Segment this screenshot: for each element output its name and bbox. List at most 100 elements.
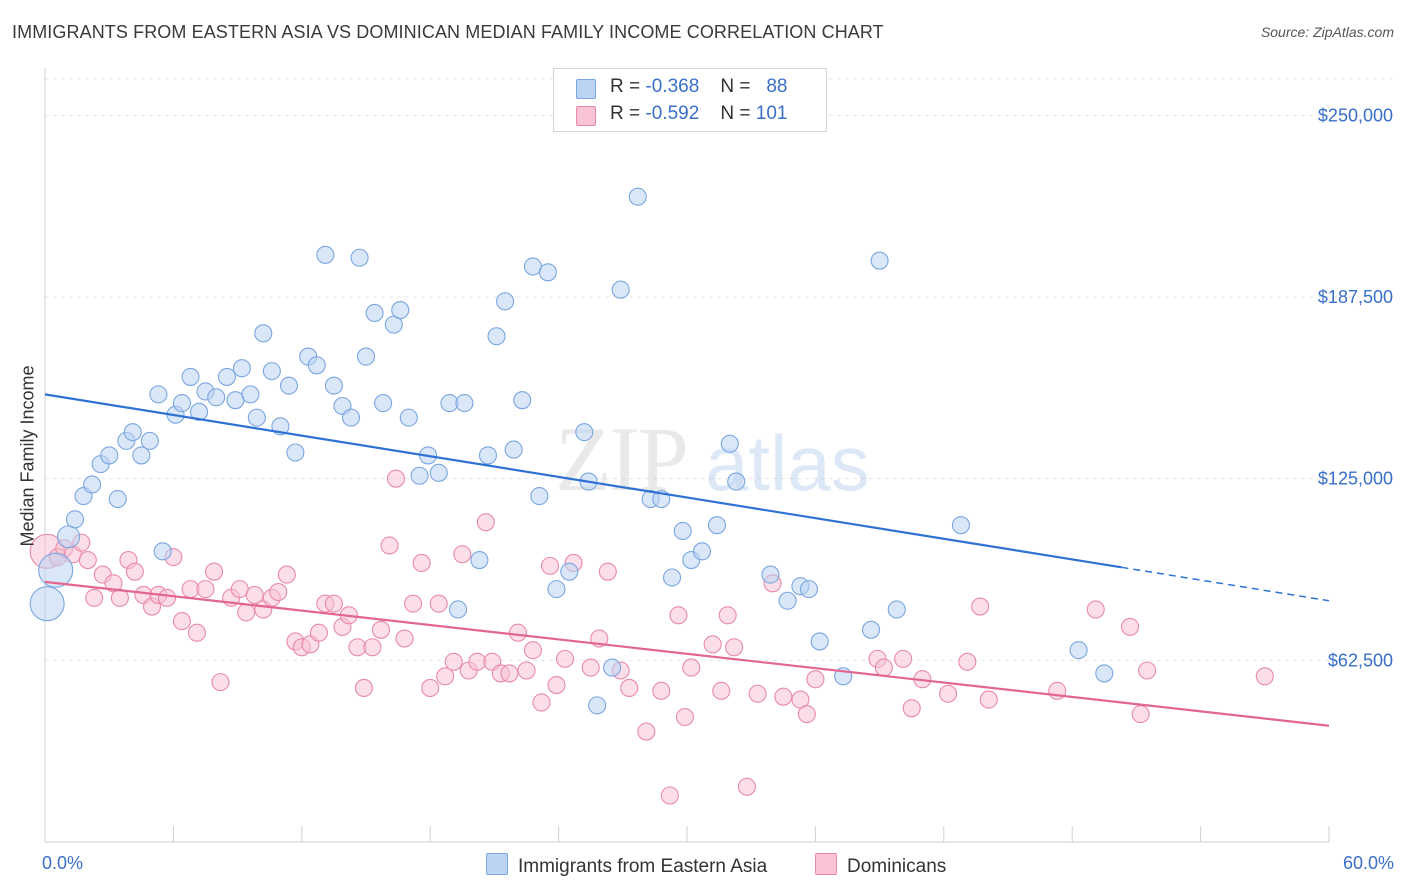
bottom-legend-blue: Immigrants from Eastern Asia xyxy=(486,853,767,878)
eastern-asia-point xyxy=(470,551,489,570)
dominican-point xyxy=(971,597,990,616)
y-tick-label: $62,500 xyxy=(1328,650,1393,670)
eastern-asia-point xyxy=(662,568,682,587)
dominican-point xyxy=(172,612,192,631)
dominican-point xyxy=(682,658,701,677)
eastern-asia-point xyxy=(108,489,127,509)
eastern-asia-point xyxy=(341,408,361,427)
eastern-asia-point xyxy=(478,446,498,465)
dominican-point xyxy=(737,777,756,796)
dominicans-points xyxy=(29,469,1274,805)
legend-n-label: N = xyxy=(720,103,751,124)
eastern-asia-point xyxy=(172,394,192,413)
dominican-point xyxy=(196,580,215,599)
eastern-asia-point xyxy=(232,359,251,378)
eastern-asia-point xyxy=(247,408,266,427)
eastern-asia-point xyxy=(207,388,226,407)
trend-lines xyxy=(44,393,1330,727)
eastern-asia-point xyxy=(190,402,209,421)
dominican-point xyxy=(237,603,256,622)
dominican-point xyxy=(269,582,288,602)
dominican-point xyxy=(187,623,206,642)
dominican-point xyxy=(718,606,737,625)
y-tick-label: $125,000 xyxy=(1318,469,1393,489)
eastern-asia-trend-line xyxy=(44,393,1122,569)
eastern-asia-point xyxy=(65,510,85,529)
bottom-legend-swatch-blue xyxy=(486,853,508,875)
eastern-asia-point xyxy=(429,463,448,482)
dominican-point xyxy=(660,786,679,805)
eastern-asia-point xyxy=(487,327,506,346)
legend-text-blue: R = -0.368 N = 88 xyxy=(610,76,787,98)
dominican-point xyxy=(806,670,825,689)
eastern-asia-point xyxy=(356,347,376,366)
dominican-point xyxy=(874,658,893,677)
eastern-asia-point xyxy=(374,394,393,413)
eastern-asia-point xyxy=(707,516,727,535)
dominican-trend-line xyxy=(44,580,1330,727)
dominican-point xyxy=(453,545,472,564)
dominican-point xyxy=(380,536,399,555)
eastern-asia-point xyxy=(799,580,819,599)
eastern-asia-point xyxy=(560,562,579,581)
dominican-point xyxy=(1120,617,1140,636)
x-tick-label-min: 0.0% xyxy=(42,853,84,873)
dominican-point xyxy=(939,684,958,703)
dominican-point xyxy=(324,594,343,613)
source-credit: Source: ZipAtlas.com xyxy=(1260,24,1394,40)
legend-swatch-blue xyxy=(576,79,596,99)
eastern-asia-point xyxy=(720,434,739,453)
eastern-asia-point xyxy=(29,586,65,622)
dominican-point xyxy=(774,687,793,706)
dominican-point xyxy=(354,678,373,697)
dominican-point xyxy=(476,513,495,532)
eastern-asia-point xyxy=(538,263,557,282)
legend-r-value: -0.368 xyxy=(645,76,700,97)
dominican-point xyxy=(540,556,560,575)
dominican-point xyxy=(748,684,767,703)
eastern-asia-point xyxy=(324,376,343,395)
dominican-point xyxy=(421,678,440,697)
dominican-point xyxy=(245,585,264,604)
eastern-asia-trend-extension xyxy=(1121,566,1330,602)
eastern-asia-point xyxy=(778,591,797,610)
watermark-atlas: atlas xyxy=(705,419,870,507)
eastern-asia-point xyxy=(38,552,74,588)
dominican-point xyxy=(1255,667,1274,686)
watermark: ZIP atlas xyxy=(555,408,870,510)
eastern-asia-point xyxy=(1095,664,1114,683)
dominican-point xyxy=(675,707,694,727)
dominican-point xyxy=(444,652,463,671)
legend-r-value: -0.592 xyxy=(645,103,700,124)
eastern-asia-point xyxy=(673,521,692,541)
dominican-point xyxy=(85,588,104,607)
eastern-asia-point xyxy=(513,391,532,410)
dominican-point xyxy=(429,594,448,613)
eastern-asia-point xyxy=(100,446,119,465)
eastern-asia-point xyxy=(692,542,712,561)
eastern-asia-point xyxy=(316,245,335,264)
dominican-point xyxy=(404,594,423,613)
eastern-asia-point xyxy=(575,423,594,442)
eastern-asia-point xyxy=(365,303,384,323)
eastern-asia-point xyxy=(611,280,630,299)
eastern-asia-point xyxy=(181,367,200,386)
dominican-point xyxy=(555,649,575,668)
eastern-asia-point xyxy=(727,472,746,491)
eastern-asia-point xyxy=(391,301,410,320)
dominican-point xyxy=(902,699,921,718)
eastern-asia-point xyxy=(410,466,429,485)
dominican-point xyxy=(1138,661,1157,680)
eastern-asia-point xyxy=(56,525,81,549)
chart-title: IMMIGRANTS FROM EASTERN ASIA VS DOMINICA… xyxy=(12,22,884,42)
y-tick-label: $187,500 xyxy=(1318,287,1393,307)
eastern-asia-point xyxy=(861,620,881,639)
eastern-asia-point xyxy=(254,324,273,343)
dominican-point xyxy=(652,681,671,700)
eastern-asia-point xyxy=(153,542,172,561)
eastern-asia-points xyxy=(29,187,1114,715)
bottom-legend-pink: Dominicans xyxy=(815,853,946,878)
dominican-point xyxy=(894,649,913,668)
dominican-point xyxy=(125,562,144,581)
